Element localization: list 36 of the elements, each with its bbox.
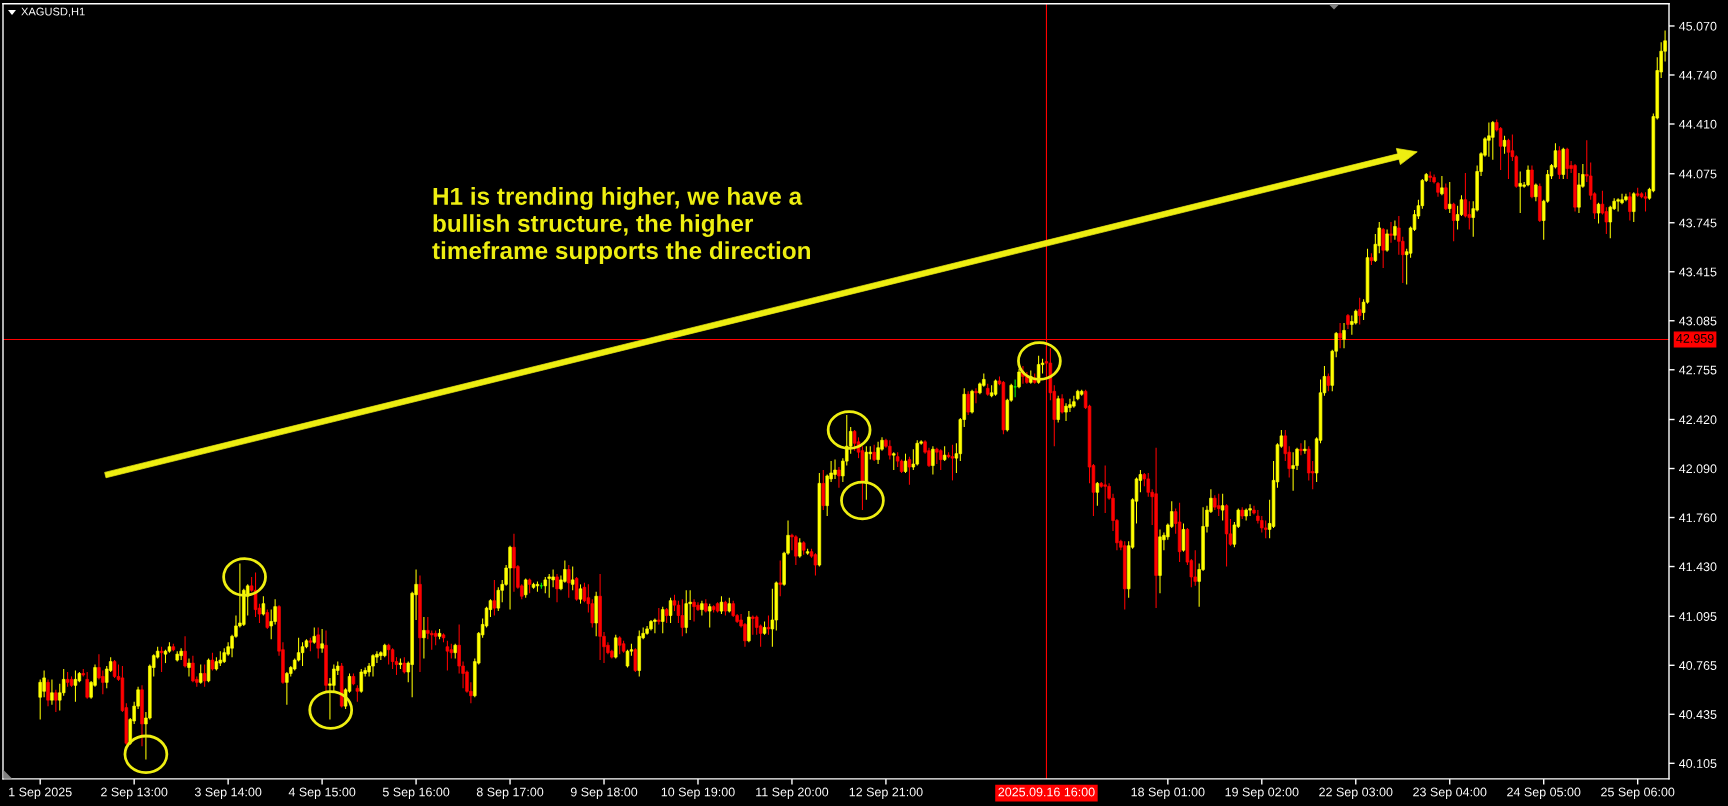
y-tick-label: 40.105: [1679, 759, 1717, 768]
chart-title: XAGUSD,H1: [21, 7, 85, 17]
x-tick-label: 8 Sep 17:00: [476, 787, 544, 799]
annotation: H1 is trending higher, we have a bullish structure, the higher timeframe supports the direction: [432, 187, 810, 265]
y-tick-label: 40.435: [1679, 710, 1717, 719]
x-tick-label: 22 Sep 03:00: [1319, 787, 1393, 799]
y-tick-label: 42.755: [1679, 365, 1717, 375]
x-tick-label: 2 Sep 13:00: [101, 787, 168, 799]
y-tick-label: 43.085: [1679, 316, 1717, 326]
y-tick-label: 41.760: [1679, 513, 1717, 523]
y-tick-label: 41.095: [1679, 612, 1717, 621]
y-tick-label: 41.430: [1679, 562, 1717, 572]
x-tick-label: 1 Sep 2025: [9, 787, 72, 799]
x-tick-label: 19 Sep 02:00: [1225, 787, 1299, 799]
x-tick-label: 4 Sep 15:00: [288, 787, 356, 799]
y-tick-label: 42.420: [1679, 415, 1717, 425]
x-tick-label: 11 Sep 20:00: [756, 787, 829, 799]
x-tick-label: 18 Sep 01:00: [1131, 787, 1205, 799]
x-tick-label: 10 Sep 19:00: [661, 787, 735, 799]
x-tick-label: 5 Sep 16:00: [382, 787, 450, 799]
x-tick-label: 9 Sep 18:00: [570, 787, 638, 799]
x-tick-label: 12 Sep 21:00: [849, 787, 923, 799]
y-tick-label: 44.075: [1679, 169, 1717, 179]
x-tick-label: 3 Sep 14:00: [194, 787, 262, 799]
y-tick-label: 45.070: [1679, 21, 1717, 31]
y-tick-label: 44.740: [1679, 70, 1717, 80]
x-tick-label: 23 Sep 04:00: [1413, 787, 1487, 799]
x-tick-label: 25 Sep 06:00: [1601, 787, 1675, 799]
ref-line-label: 42.959: [1676, 333, 1714, 343]
y-tick-label: 42.090: [1679, 464, 1717, 474]
y-tick-label: 44.410: [1679, 119, 1717, 129]
y-tick-label: 43.415: [1679, 267, 1717, 277]
x-tick-label: 2025.09.16 16:00: [998, 787, 1095, 797]
x-tick-label: 24 Sep 05:00: [1507, 787, 1581, 799]
y-tick-label: 40.765: [1679, 661, 1717, 670]
y-tick-label: 43.745: [1679, 218, 1717, 228]
